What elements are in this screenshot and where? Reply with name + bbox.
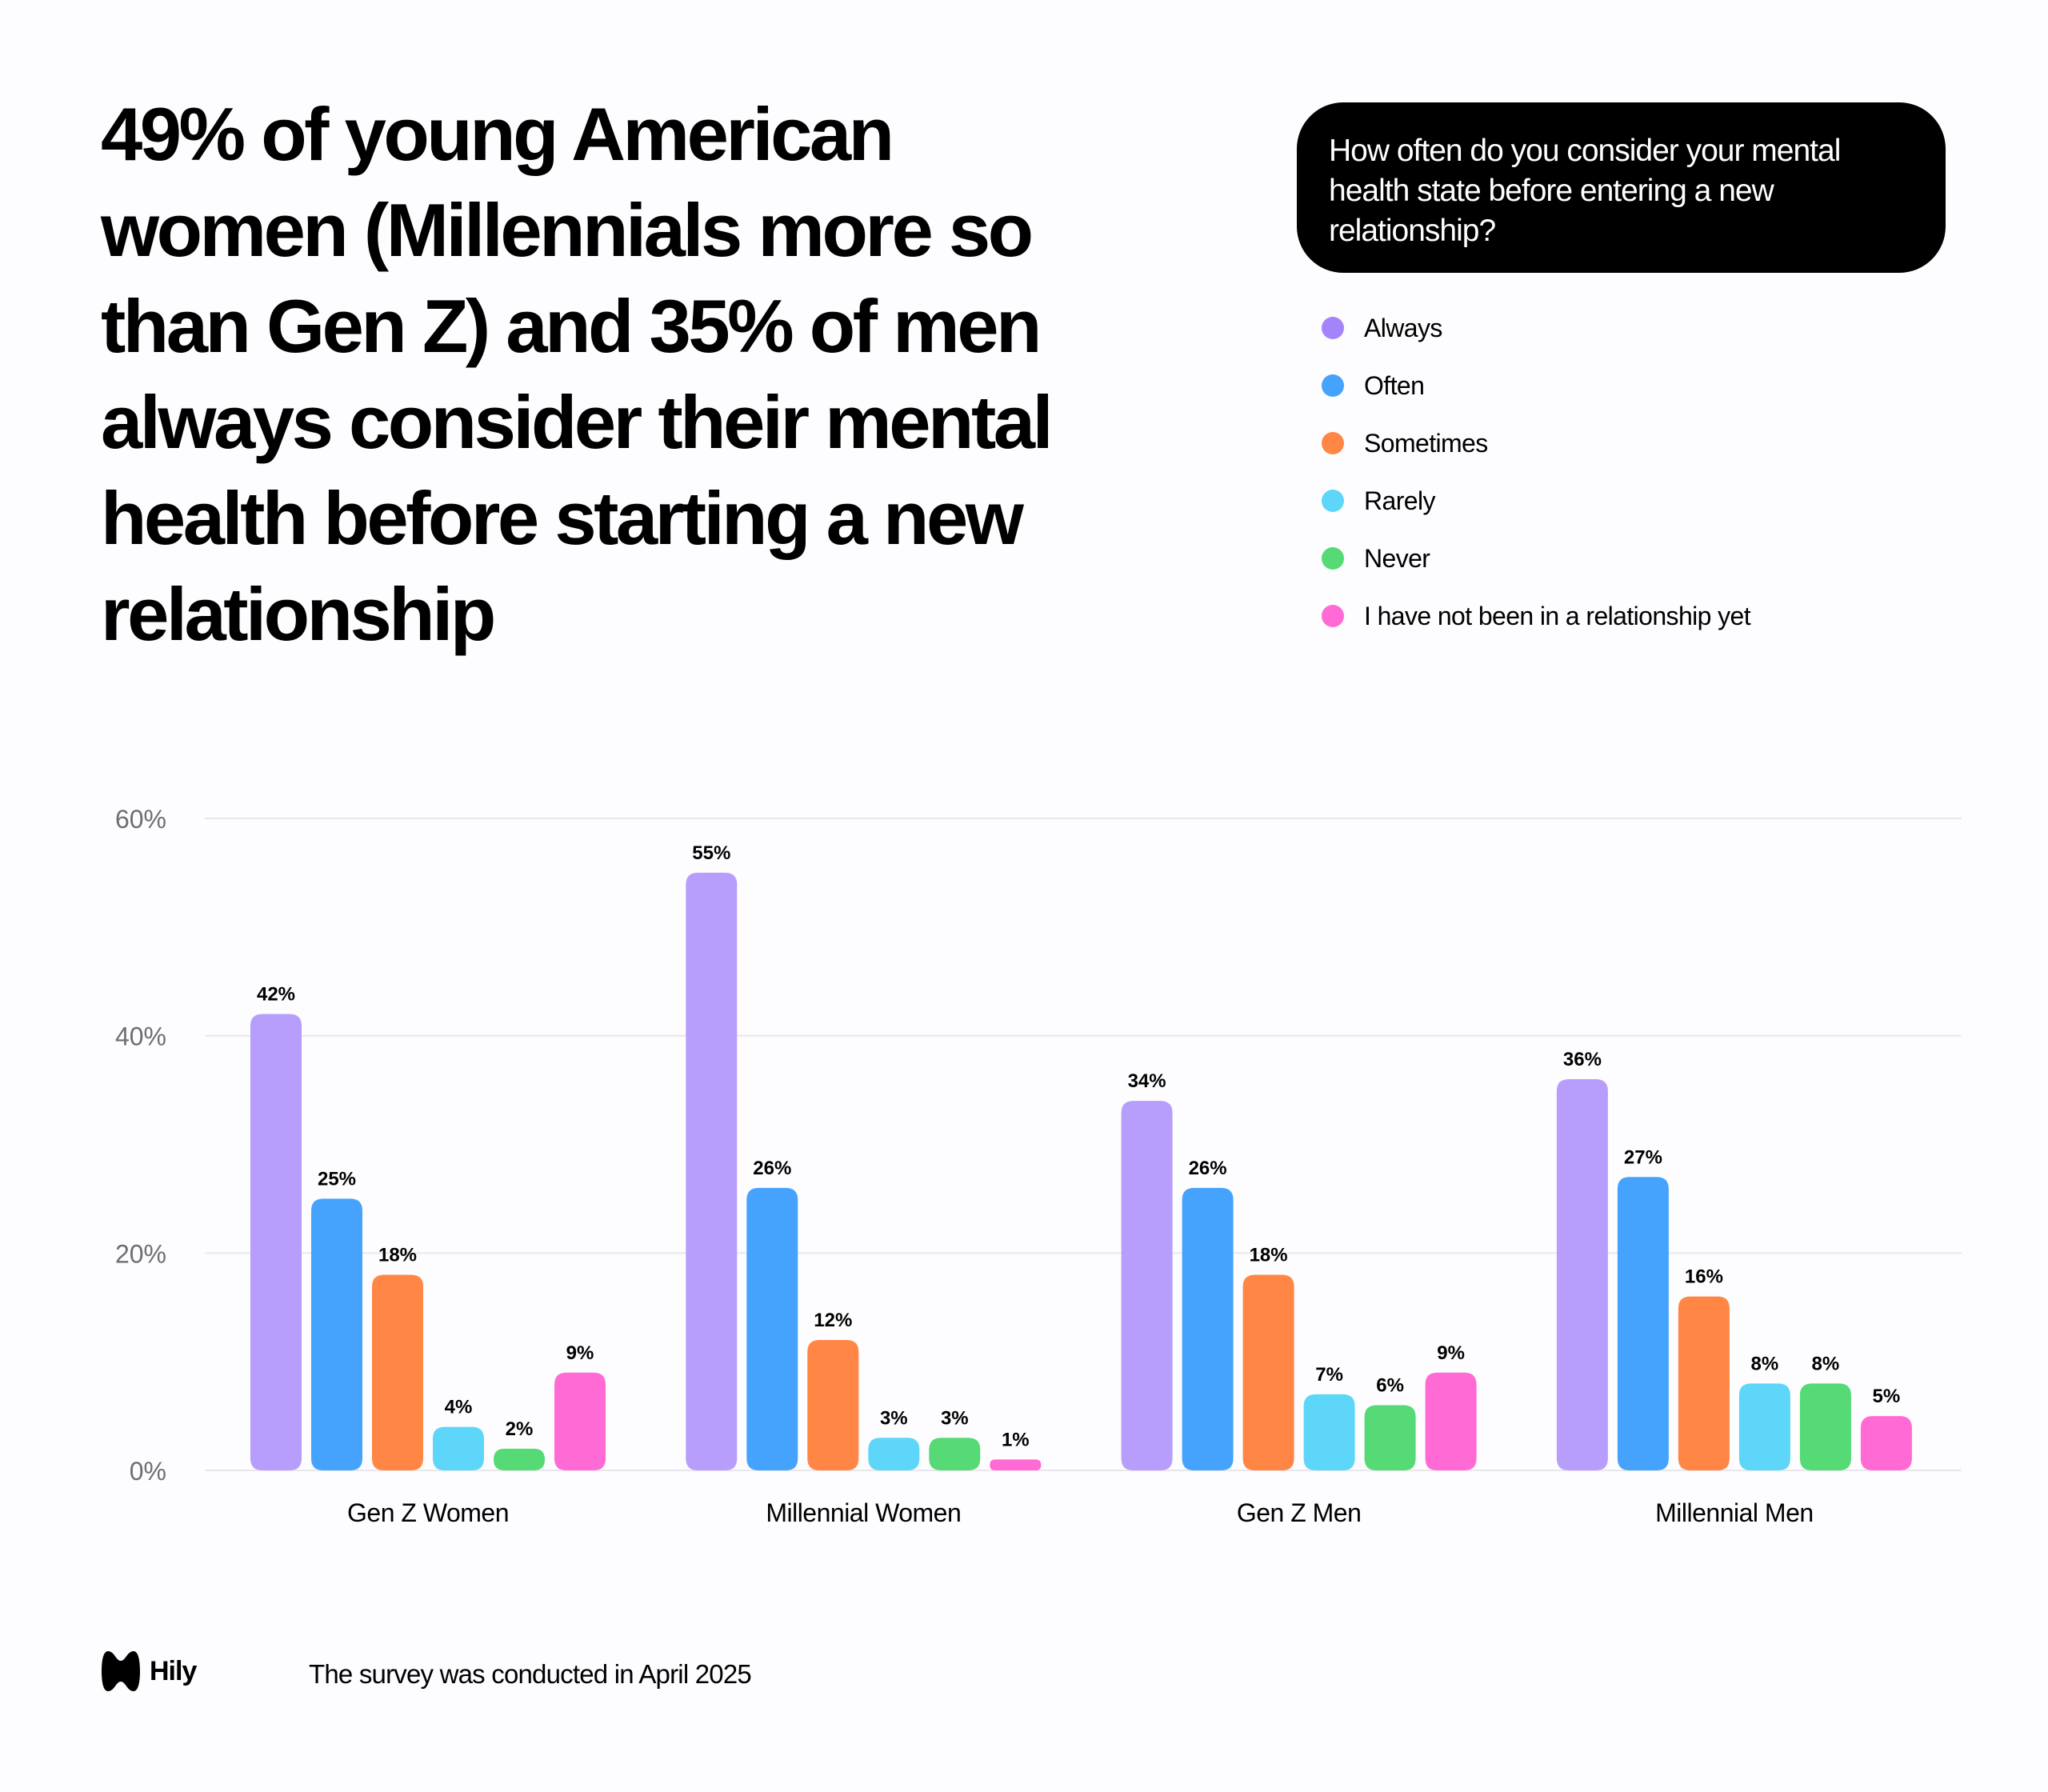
legend-label: Often [1364,371,1425,400]
y-tick-label: 60% [115,805,166,834]
bar-rarely-millennial-women [868,1438,920,1470]
bar-value-label: 2% [506,1418,534,1440]
legend-label: Never [1364,544,1430,573]
bar-often-gen-z-men [1182,1187,1234,1470]
legend-item-sometimes: Sometimes [1322,429,1750,486]
bar-never-gen-z-men [1364,1405,1416,1470]
bar-sometimes-gen-z-women [372,1274,423,1470]
hily-logo-icon [102,1651,140,1691]
bar-always-millennial-men [1556,1079,1608,1470]
y-tick-label: 0% [130,1457,166,1486]
legend-item-often: Often [1322,371,1750,429]
legend-label: Always [1364,314,1442,342]
brand-name: Hily [150,1655,197,1686]
bar-value-label: 16% [1685,1266,1723,1288]
headline-line: women (Millennials more so [101,188,1034,272]
survey-question-line: relationship? [1329,214,1496,248]
headline-line: health before starting a new [101,476,1024,560]
survey-question-line: How often do you consider your mental [1329,134,1841,168]
legend-label: I have not been in a relationship yet [1364,602,1751,630]
bar-value-label: 8% [1751,1353,1779,1374]
bar-value-labels: 42% 25% 18% 4% 2% 9% 55% 26% 12% 3% 3% 1% 34% 26% 18% 7… [257,842,1900,1451]
bar-value-label: 7% [1315,1364,1343,1386]
survey-question-line: health state before entering a new [1329,174,1774,208]
bar-value-label: 8% [1812,1353,1840,1374]
bar-i-have-not-been-in-a-relationship-yet-gen-z-men [1425,1372,1477,1470]
bar-value-label: 3% [941,1407,969,1429]
bar-value-label: 6% [1376,1375,1404,1397]
bar-never-gen-z-women [494,1448,545,1470]
chart-legend: Always Often Sometimes Rarely Never I ha… [1322,314,1751,659]
bar-value-label: 42% [257,984,295,1006]
legend-item-never: Never [1322,544,1750,602]
legend-item-rarely: Rarely [1322,486,1750,544]
bar-value-label: 27% [1624,1146,1662,1168]
legend-label: Sometimes [1364,429,1488,458]
brand-logo: Hily [102,1651,197,1691]
legend-dot-icon [1322,374,1344,397]
bar-sometimes-millennial-women [807,1340,859,1470]
bar-value-label: 18% [1250,1245,1288,1266]
bars [250,872,1912,1470]
bar-value-label: 55% [692,842,730,864]
legend-dot-icon [1322,605,1344,627]
legend-dot-icon [1322,547,1344,570]
y-tick-label: 40% [115,1022,166,1051]
headline-line: relationship [101,572,496,656]
y-tick-label: 20% [115,1239,166,1268]
bar-value-label: 34% [1128,1070,1166,1092]
bar-sometimes-gen-z-men [1242,1274,1294,1470]
x-category-label: Gen Z Men [1237,1498,1362,1527]
bar-rarely-gen-z-men [1303,1394,1355,1470]
legend-dot-icon [1322,432,1344,454]
bar-value-label: 9% [1437,1342,1465,1364]
bar-never-millennial-women [929,1438,981,1470]
x-category-label: Gen Z Women [347,1498,509,1527]
bar-i-have-not-been-in-a-relationship-yet-gen-z-women [554,1372,606,1470]
legend-dot-icon [1322,490,1344,512]
bar-value-label: 12% [814,1310,852,1331]
x-axis-categories: Gen Z Women Millennial Women Gen Z Men Mill… [347,1498,1814,1527]
bar-sometimes-millennial-men [1678,1296,1730,1470]
headline-line: 49% of young American [101,92,894,176]
bar-value-label: 36% [1563,1049,1602,1070]
gridlines [205,818,1962,1471]
bar-i-have-not-been-in-a-relationship-yet-millennial-women [990,1459,1042,1470]
bar-always-millennial-women [686,872,738,1470]
y-axis-ticks: 0% 20% 40% 60% [115,805,166,1486]
bar-i-have-not-been-in-a-relationship-yet-millennial-men [1860,1416,1912,1470]
legend-item-not-in-relationship: I have not been in a relationship yet [1322,602,1751,659]
bar-often-gen-z-women [311,1198,362,1470]
bar-often-millennial-women [746,1187,798,1470]
bar-value-label: 5% [1873,1386,1901,1407]
bar-always-gen-z-women [250,1014,302,1470]
legend-item-always: Always [1322,314,1750,371]
x-category-label: Millennial Men [1655,1498,1814,1527]
bar-value-label: 4% [445,1397,473,1418]
survey-date-note: The survey was conducted in April 2025 [309,1659,752,1689]
bar-value-label: 3% [880,1407,908,1429]
bar-value-label: 9% [566,1342,594,1364]
legend-label: Rarely [1364,486,1435,515]
bar-often-millennial-men [1617,1177,1669,1470]
survey-question-box: How often do you consider your mental he… [1297,102,1946,273]
bar-value-label: 26% [753,1158,791,1179]
headline-line: than Gen Z) and 35% of men [101,284,1042,368]
legend-dot-icon [1322,317,1344,339]
bar-rarely-gen-z-women [433,1426,484,1470]
bar-value-label: 1% [1002,1429,1030,1450]
bar-value-label: 25% [318,1168,356,1190]
bar-always-gen-z-men [1121,1101,1173,1470]
bar-value-label: 18% [378,1245,417,1266]
headline-line: always consider their mental [101,380,1054,464]
headline: 49% of young American women (Millennials… [101,86,1221,662]
bar-never-millennial-men [1799,1383,1851,1470]
bar-value-label: 26% [1189,1158,1227,1179]
bar-rarely-millennial-men [1738,1383,1790,1470]
x-category-label: Millennial Women [766,1498,961,1527]
